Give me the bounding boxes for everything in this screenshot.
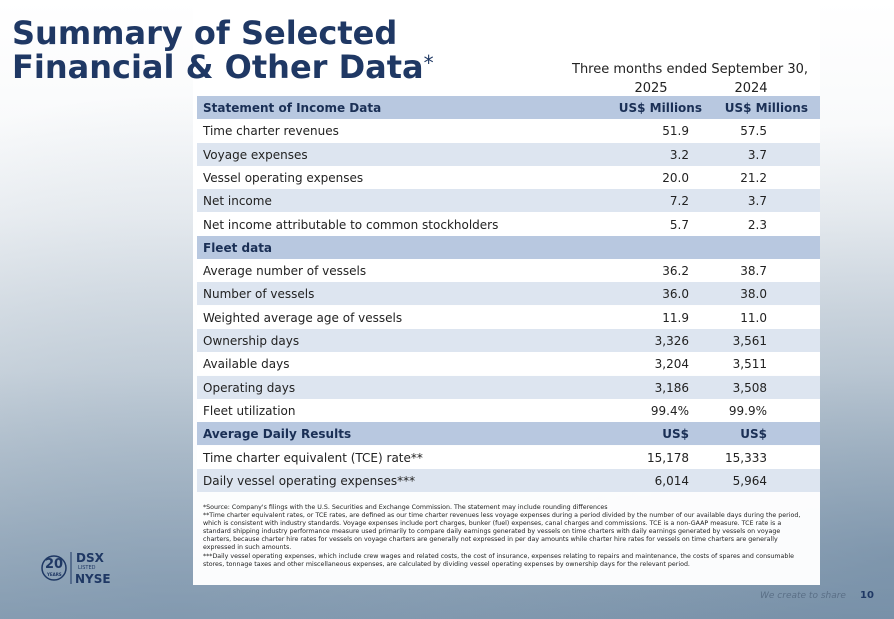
table-cell: Available days bbox=[203, 357, 290, 372]
table-cell: 6,014 bbox=[654, 473, 689, 488]
footnote: ***Daily vessel operating expenses, whic… bbox=[203, 552, 795, 568]
logo-listed: LISTED bbox=[78, 565, 96, 571]
year-header: 2024 bbox=[734, 81, 768, 96]
section-header: Statement of Income Data US$ Millions US$ … bbox=[197, 96, 820, 119]
section-header: Average Daily Results US$ US$ bbox=[197, 422, 820, 446]
table-row: Daily vessel operating expenses*** 6,014 5… bbox=[197, 468, 820, 492]
table-cell: 3.7 bbox=[747, 194, 767, 209]
table-cell: 36.0 bbox=[662, 287, 689, 302]
table-cell: 36.2 bbox=[662, 264, 689, 279]
table-cell: Ownership days bbox=[203, 334, 300, 348]
logo-years-word: YEARS bbox=[47, 572, 62, 577]
section-header: Fleet data bbox=[197, 235, 820, 259]
title-text: Financial & Other Data bbox=[12, 48, 424, 86]
table-row: Voyage expenses 3.2 3.7 bbox=[197, 142, 820, 166]
logo-years: 20 bbox=[45, 557, 64, 572]
logo-exchange: NYSE bbox=[75, 572, 111, 586]
table-row: Available days 3,204 3,511 bbox=[197, 352, 820, 376]
table-cell: Voyage expenses bbox=[203, 147, 308, 162]
table-row: Time charter revenues 51.9 57.5 bbox=[197, 119, 820, 143]
table-cell: 5,964 bbox=[732, 473, 767, 488]
table-row: Net income 7.2 3.7 bbox=[197, 189, 820, 213]
table-cell: 3.2 bbox=[669, 147, 689, 162]
table-row: Average number of vessels 36.2 38.7 bbox=[197, 259, 820, 283]
table-cell: Fleet data bbox=[203, 240, 273, 255]
table-cell: 3,508 bbox=[732, 380, 767, 395]
table-cell: 15,178 bbox=[647, 450, 689, 465]
table-cell: 11.0 bbox=[740, 310, 767, 325]
table-cell: 38.7 bbox=[740, 264, 767, 279]
table-cell: Fleet utilization bbox=[203, 403, 296, 418]
footnote: *Source: Company's filings with the U.S.… bbox=[203, 504, 608, 511]
footnote: **Time charter equivalent rates, or TCE … bbox=[203, 512, 801, 552]
table-cell: Operating days bbox=[203, 380, 296, 395]
table-cell: US$ Millions bbox=[618, 101, 702, 115]
title-line: Summary of Selected bbox=[12, 14, 398, 52]
title: Summary of Selected Financial & Other Da… bbox=[12, 16, 434, 84]
table-cell: Vessel operating expenses bbox=[203, 170, 364, 185]
table-cell: US$ Millions bbox=[724, 101, 808, 115]
table-cell: US$ bbox=[662, 427, 689, 442]
table-cell: US$ bbox=[740, 427, 767, 442]
logo-ring bbox=[41, 555, 67, 581]
table-row: Number of vessels 36.0 38.0 bbox=[197, 282, 820, 306]
logo-ticker: DSX bbox=[76, 551, 104, 565]
table-cell: 99.4% bbox=[650, 403, 689, 418]
table-cell: 20.0 bbox=[662, 170, 689, 185]
table-row: Fleet utilization 99.4% 99.9% bbox=[197, 398, 820, 422]
table-row: Time charter equivalent (TCE) rate** 15,1… bbox=[197, 445, 820, 469]
table-cell: Average Daily Results bbox=[203, 427, 352, 442]
table-row: Ownership days 3,326 3,561 bbox=[197, 329, 820, 352]
table-cell: Time charter equivalent (TCE) rate** bbox=[203, 450, 423, 465]
table-cell: Number of vessels bbox=[203, 287, 315, 302]
table-cell: 5.7 bbox=[669, 217, 689, 232]
table-row: Weighted average age of vessels 11.9 11.0 bbox=[197, 305, 820, 329]
table-cell: 21.2 bbox=[740, 170, 767, 185]
table-cell: Daily vessel operating expenses*** bbox=[203, 473, 416, 488]
tagline: We create to share bbox=[760, 591, 846, 601]
table-cell: Net income bbox=[203, 194, 272, 209]
footnotes: *Source: Company's filings with the U.S.… bbox=[203, 504, 803, 569]
table-cell: 99.9% bbox=[728, 403, 767, 418]
logo-mark bbox=[41, 552, 72, 584]
table-cell: Weighted average age of vessels bbox=[203, 310, 403, 325]
page-number: 10 bbox=[860, 590, 874, 601]
table-cell: 3.7 bbox=[747, 147, 767, 162]
table-row: Net income attributable to common stockh… bbox=[197, 212, 820, 236]
table-cell: 3,204 bbox=[654, 357, 689, 372]
table-cell: Statement of Income Data bbox=[203, 101, 382, 115]
table-cell: 38.0 bbox=[740, 287, 767, 302]
table-cell: 7.2 bbox=[669, 194, 689, 209]
table-cell: Net income attributable to common stockh… bbox=[203, 217, 499, 232]
title-mark: * bbox=[423, 51, 434, 75]
table-cell: 11.9 bbox=[662, 310, 689, 325]
table-row: Vessel operating expenses 20.0 21.2 bbox=[197, 165, 820, 189]
period-header: Three months ended September 30, bbox=[572, 62, 808, 77]
table-cell: Average number of vessels bbox=[203, 264, 367, 279]
table-cell: 3,511 bbox=[732, 357, 767, 372]
table-cell: 57.5 bbox=[740, 124, 767, 139]
table-row: Operating days 3,186 3,508 bbox=[197, 375, 820, 399]
title-line: Financial & Other Data* bbox=[12, 50, 434, 84]
table-cell: Time charter revenues bbox=[203, 124, 339, 139]
table-cell: 2.3 bbox=[747, 217, 767, 232]
table-cell: 51.9 bbox=[662, 124, 689, 139]
table-cell: 3,561 bbox=[732, 334, 767, 348]
year-header: 2025 bbox=[634, 81, 668, 96]
table-cell: 3,326 bbox=[654, 334, 689, 348]
table-cell: 3,186 bbox=[654, 380, 689, 395]
table-cell: 15,333 bbox=[725, 450, 767, 465]
